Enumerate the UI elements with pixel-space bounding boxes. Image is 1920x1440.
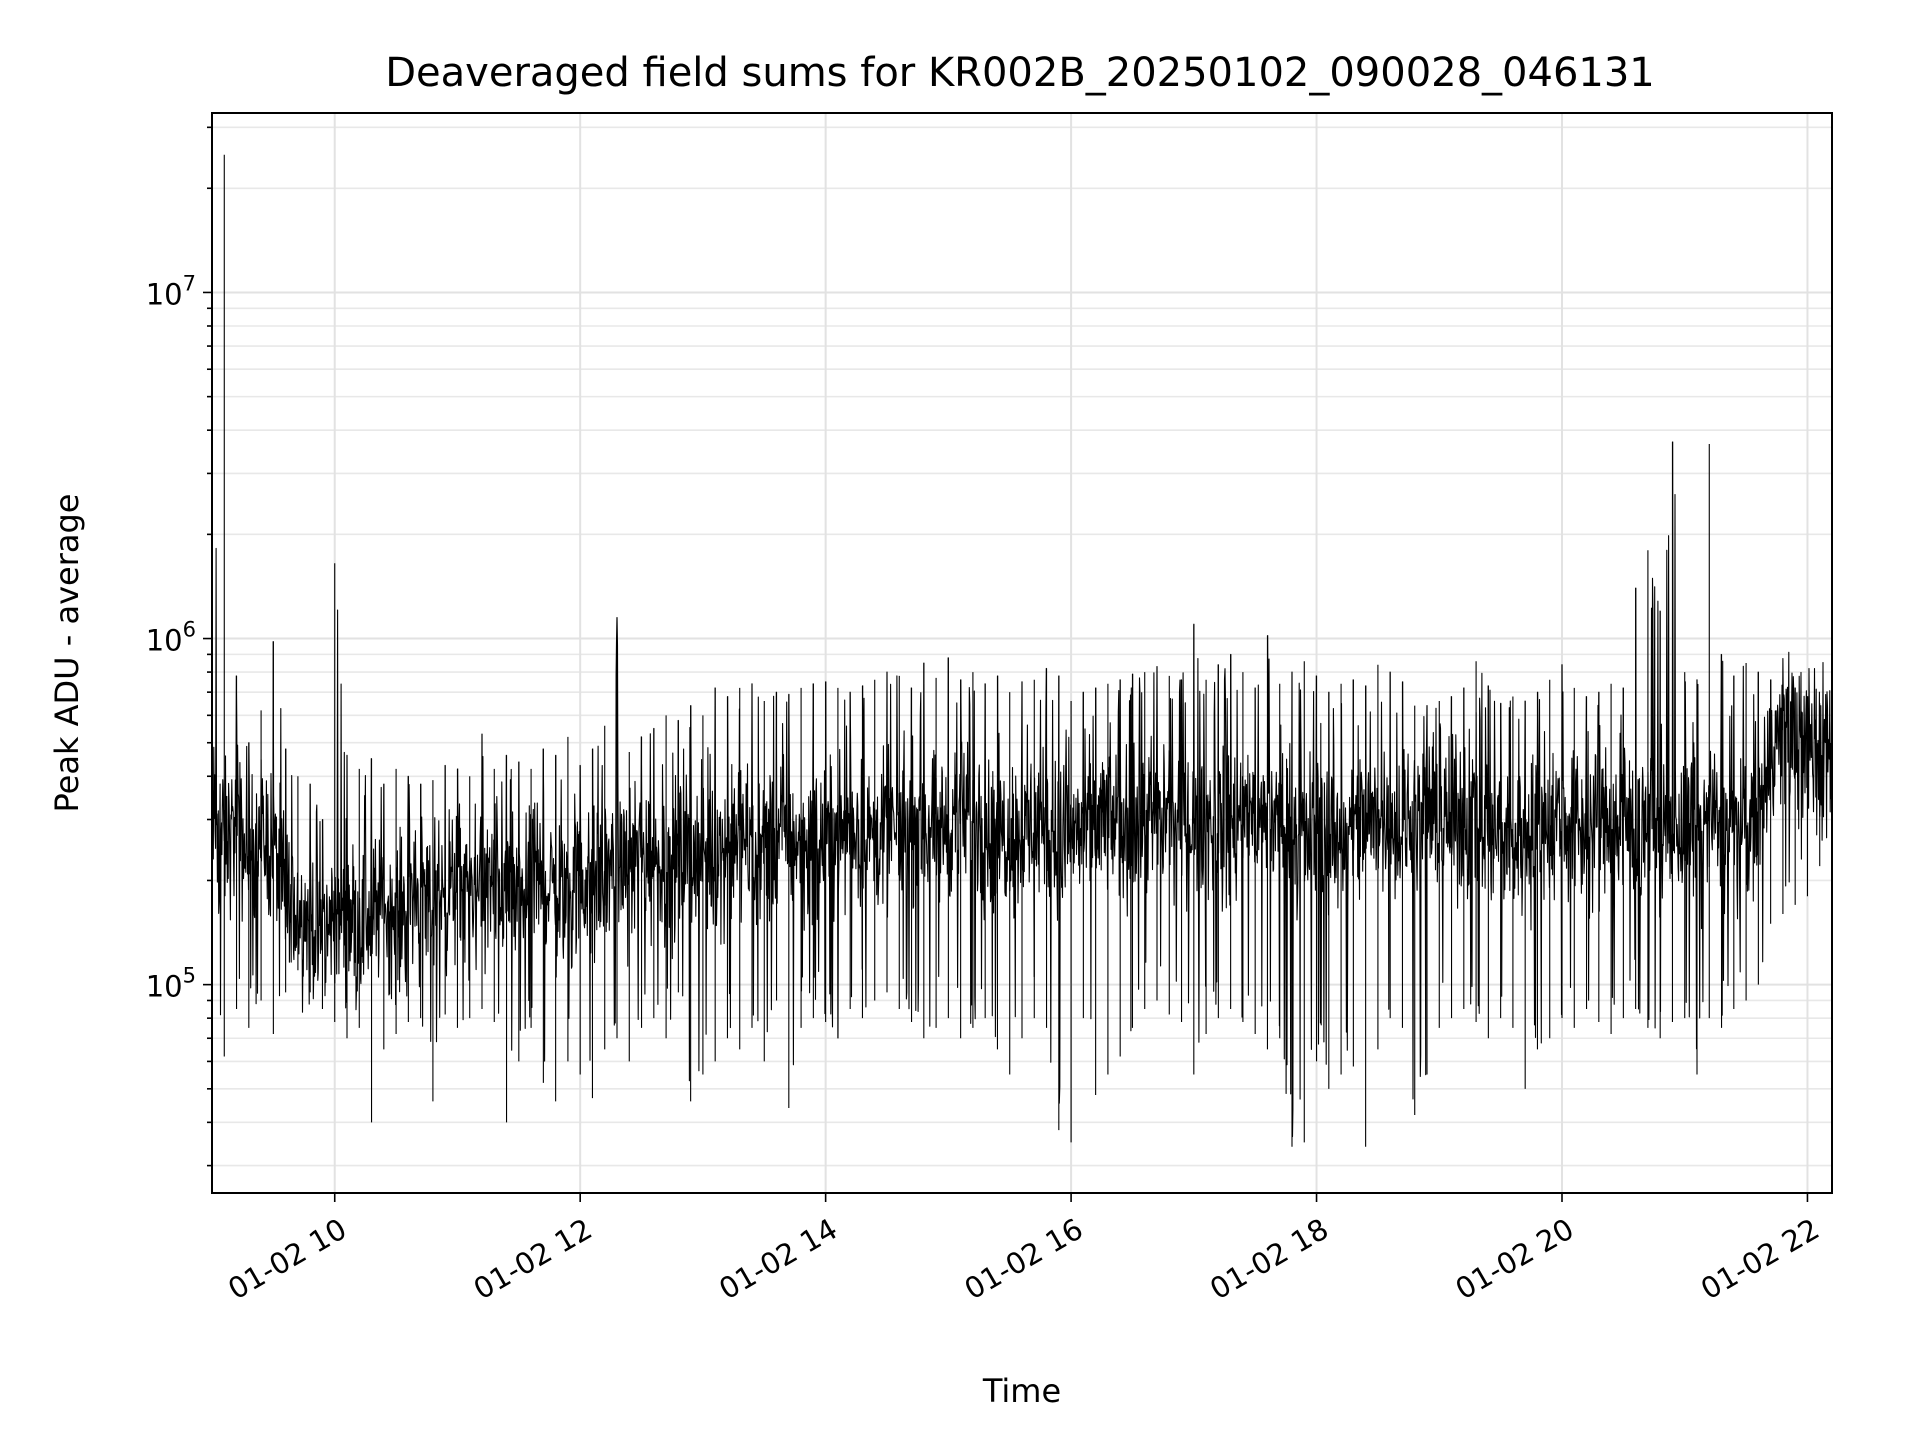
y-tick-label: 107 (146, 271, 196, 311)
plot-frame (211, 112, 1833, 1194)
series-group (212, 154, 1832, 1147)
x-axis-label: Time (982, 1372, 1061, 1410)
chart-title: Deaveraged field sums for KR002B_2025010… (385, 50, 1655, 96)
y-axis-label: Peak ADU - average (48, 494, 86, 813)
y-tick-label: 105 (146, 964, 196, 1004)
y-tick-label: 106 (146, 618, 196, 658)
